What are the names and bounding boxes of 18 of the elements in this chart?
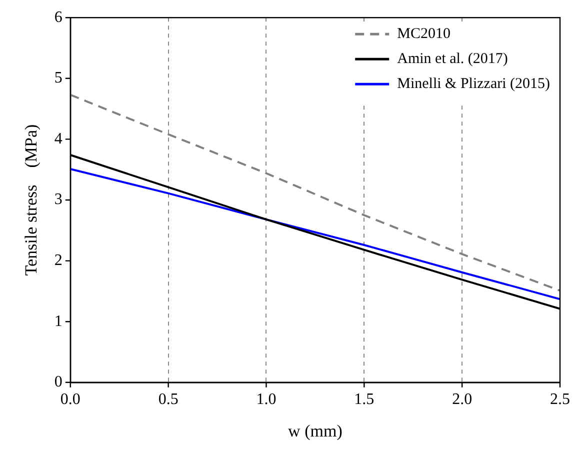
y-tick-label: 5 xyxy=(54,70,62,87)
legend-label: MC2010 xyxy=(397,26,450,42)
y-tick-label: 6 xyxy=(54,8,62,26)
legend-label: Minelli & Plizzari (2015) xyxy=(397,76,550,92)
x-tick-label: 1.5 xyxy=(354,391,374,408)
x-tick-label: 0.5 xyxy=(158,391,178,408)
x-tick-label: 2.5 xyxy=(550,391,570,408)
legend-label: Amin et al. (2017) xyxy=(397,51,508,68)
y-tick-label: 4 xyxy=(54,130,62,148)
y-tick-label: 3 xyxy=(54,191,62,208)
x-axis-title: w (mm) xyxy=(288,421,342,440)
y-tick-label: 0 xyxy=(54,374,62,391)
y-axis-title: Tensile stress (MPa) xyxy=(22,124,41,276)
y-tick-label: 2 xyxy=(54,252,62,270)
x-tick-label: 2.0 xyxy=(452,391,472,408)
y-tick-label: 1 xyxy=(54,312,62,330)
x-tick-label: 1.0 xyxy=(256,391,276,408)
x-tick-label: 0.0 xyxy=(60,391,80,408)
